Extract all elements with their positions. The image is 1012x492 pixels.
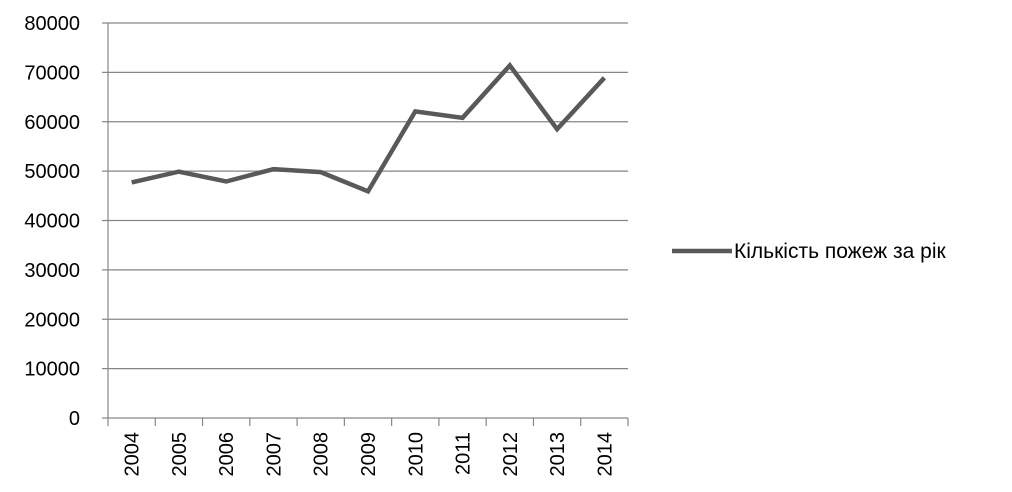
x-tick-label: 2004	[122, 432, 144, 477]
x-tick-label: 2014	[594, 432, 616, 477]
y-tick-label: 80000	[24, 13, 80, 35]
x-tick-label: 2007	[263, 432, 285, 477]
y-tick-label: 60000	[24, 112, 80, 134]
x-tick-label: 2009	[358, 432, 380, 477]
x-tick-label: 2010	[405, 432, 427, 477]
x-tick-label: 2005	[169, 432, 191, 477]
y-tick-label: 30000	[24, 260, 80, 282]
y-tick-label: 50000	[24, 161, 80, 183]
x-tick-label: 2013	[547, 432, 569, 477]
x-tick-label: 2012	[500, 432, 522, 477]
y-tick-label: 0	[69, 408, 80, 430]
gridlines	[108, 22, 628, 370]
series-lines	[131, 61, 607, 195]
y-tick-label: 10000	[24, 359, 80, 381]
y-tick-label: 40000	[24, 211, 80, 233]
x-tick-label: 2006	[216, 432, 238, 477]
x-tick-labels: 2004 2005 2006 2007 2008 2009 2010 2011 2012 2013…	[122, 432, 617, 477]
legend-label: Кількість пожеж за рік	[734, 240, 947, 263]
y-tick-label: 70000	[24, 62, 80, 84]
y-tick-labels: 0 10000 20000 30000 40000 50000 60000 70000 8000…	[24, 13, 80, 430]
x-tick-label: 2008	[311, 432, 333, 477]
x-tick-label: 2011	[453, 432, 475, 475]
axes	[102, 22, 629, 426]
series-line	[131, 61, 607, 195]
legend: Кількість пожеж за рік	[672, 240, 947, 263]
y-tick-label: 20000	[24, 309, 80, 331]
